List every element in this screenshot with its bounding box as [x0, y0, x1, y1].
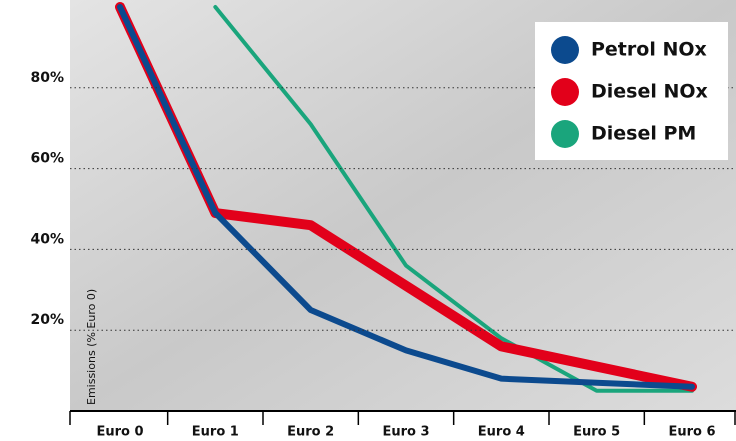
series-line	[213, 5, 694, 393]
y-tick-label: 20%	[30, 312, 64, 328]
y-tick-label: 60%	[30, 151, 64, 167]
x-tick-label: Euro 0	[96, 425, 143, 440]
legend-label: Diesel NOx	[591, 81, 708, 103]
x-tick-label: Euro 5	[573, 425, 620, 440]
x-tick-label: Euro 2	[287, 425, 334, 440]
x-tick-label: Euro 1	[192, 425, 239, 440]
x-tick-label: Euro 4	[478, 425, 525, 440]
x-tick-label: Euro 6	[668, 425, 715, 440]
y-axis-title: Emissions (% Euro 0)	[85, 289, 98, 405]
legend-label: Petrol NOx	[591, 39, 707, 61]
legend-marker	[551, 36, 579, 64]
y-tick-label: 80%	[30, 70, 64, 86]
series-group	[115, 2, 697, 393]
x-tick-label: Euro 3	[382, 425, 429, 440]
series-line	[117, 4, 695, 390]
y-tick-label: 40%	[30, 231, 64, 247]
legend-marker	[551, 78, 579, 106]
legend-marker	[551, 120, 579, 148]
legend-label: Diesel PM	[591, 123, 696, 145]
